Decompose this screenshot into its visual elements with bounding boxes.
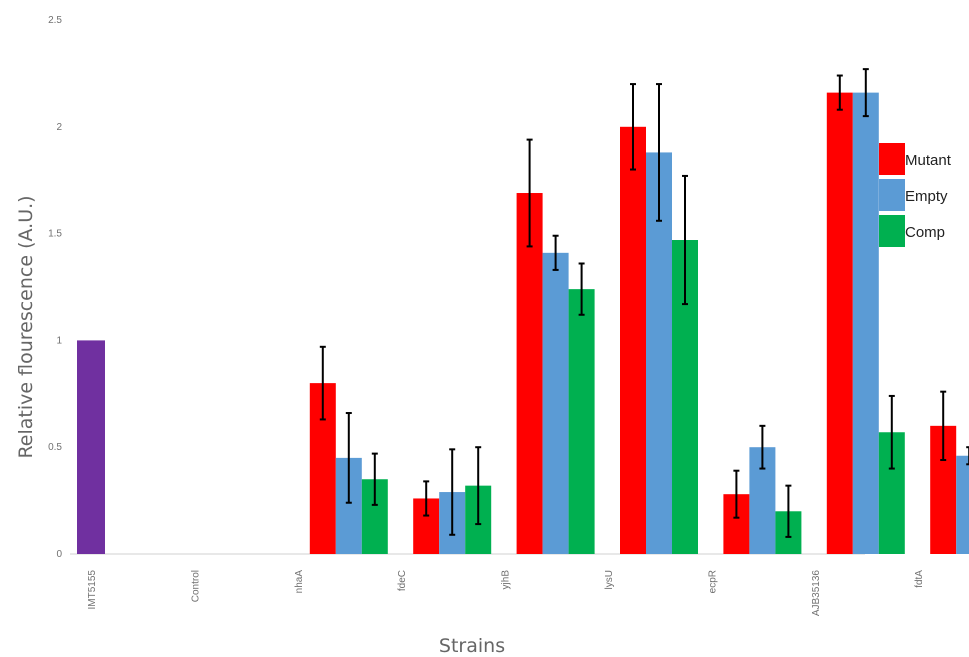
bar-comp	[568, 289, 595, 554]
bar-reference	[77, 340, 105, 554]
error-bars	[319, 68, 969, 538]
bar-mutant	[620, 126, 646, 555]
bar-empty	[852, 92, 879, 555]
x-tick-label: yjhB	[501, 570, 512, 590]
y-tick-label: 1	[56, 335, 62, 346]
y-tick-label: 0.5	[48, 442, 62, 453]
x-axis-label: Strains	[439, 635, 505, 657]
x-tick-label: nhaA	[294, 570, 305, 594]
legend-label-mutant: Mutant	[905, 152, 952, 169]
legend-swatch-empty	[879, 179, 905, 211]
x-tick-label: IMT5155	[87, 570, 98, 610]
x-tick-label: fdtA	[914, 570, 925, 588]
x-tick-label: ecpR	[707, 570, 718, 593]
bars	[77, 92, 969, 555]
bar-mutant	[516, 193, 543, 555]
y-tick-label: 1.5	[48, 229, 62, 240]
legend-label-comp: Comp	[905, 224, 945, 241]
x-tick-label: Control	[190, 570, 201, 602]
y-axis-ticks: 0 0.5 1 1.5 2 2.5	[48, 15, 62, 560]
y-tick-label: 2	[56, 122, 62, 133]
bar-empty	[542, 252, 569, 554]
legend-swatch-mutant	[879, 143, 905, 175]
x-tick-label: fdeC	[397, 570, 408, 591]
bar-empty	[956, 455, 969, 554]
x-tick-label: AJB35136	[811, 570, 822, 617]
legend-label-empty: Empty	[905, 188, 948, 205]
y-tick-label: 0	[56, 549, 62, 560]
legend-swatch-comp	[879, 215, 905, 247]
x-axis-tick-labels: IMT5155 Control nhaA fdeC yjhB lysU ecpR AJB351…	[87, 570, 925, 617]
x-tick-label: lysU	[604, 570, 615, 589]
y-tick-label: 2.5	[48, 15, 62, 26]
bar-mutant	[826, 92, 853, 555]
y-axis-label: Relative flourescence (A.U.)	[15, 195, 37, 458]
legend: Mutant Empty Comp	[879, 143, 952, 247]
